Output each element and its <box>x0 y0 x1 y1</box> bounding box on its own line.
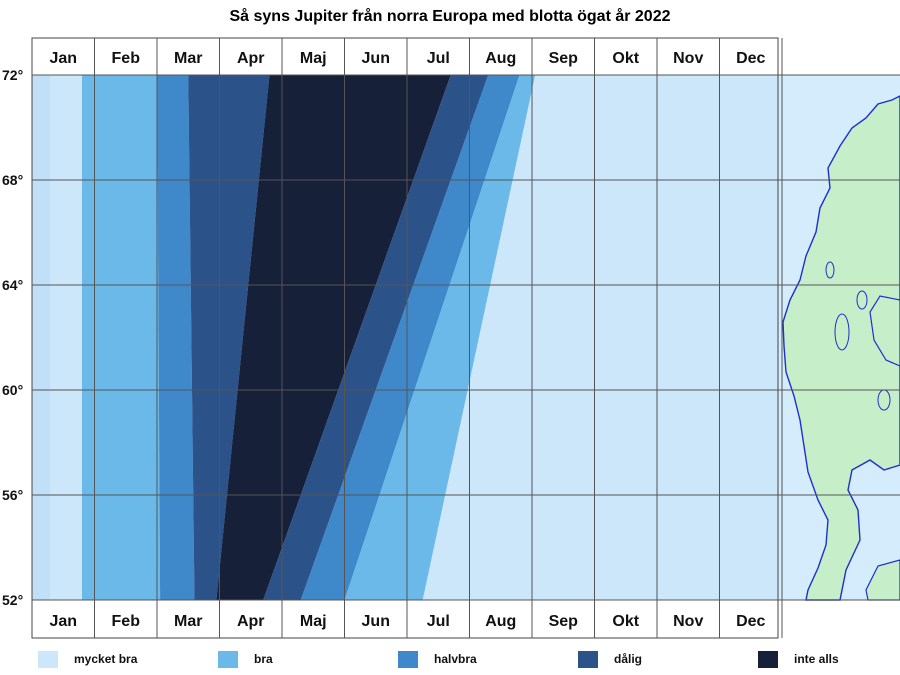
month-label-top-2: Mar <box>174 50 202 67</box>
month-label-top-8: Sep <box>549 50 579 67</box>
month-label-bottom-1: Feb <box>112 613 141 630</box>
band-bra-6 <box>344 75 536 600</box>
map-land-scandinavia <box>782 95 900 601</box>
lat-label-52: 52° <box>2 592 23 608</box>
scandinavia-map <box>778 75 900 601</box>
month-labels-top: Jan Feb Mar Apr Maj Jun Jul Aug Sep Okt Nov Dec <box>49 50 765 67</box>
month-label-top-10: Nov <box>673 50 703 67</box>
month-labels-bottom: Jan Feb Mar Apr Maj Jun Jul Aug Sep Okt Nov Dec <box>49 613 765 630</box>
legend-swatch-dalig <box>578 650 598 668</box>
legend-label-mycket-bra: mycket bra <box>74 652 138 666</box>
lat-label-60: 60° <box>2 382 23 398</box>
band-mycket-bra-edge <box>32 75 50 600</box>
legend-swatch-inte-alls <box>758 650 778 668</box>
legend-item-halvbra: halvbra <box>398 650 477 668</box>
map-land-finland <box>869 295 900 367</box>
month-label-top-11: Dec <box>736 50 765 67</box>
chart-title: Så syns Jupiter från norra Europa med bl… <box>229 8 671 25</box>
month-label-bottom-2: Mar <box>174 613 202 630</box>
month-label-bottom-11: Dec <box>736 613 765 630</box>
month-label-bottom-9: Okt <box>612 613 639 630</box>
map-lake-3 <box>825 261 835 279</box>
band-dalig-4 <box>263 75 489 600</box>
month-label-bottom-8: Sep <box>549 613 579 630</box>
band-dalig-2 <box>188 75 270 600</box>
month-label-bottom-5: Jun <box>362 613 390 630</box>
month-label-bottom-6: Jul <box>427 613 450 630</box>
band-inte-alls-3 <box>216 75 451 600</box>
month-label-bottom-4: Maj <box>300 613 327 630</box>
month-label-top-1: Feb <box>112 50 141 67</box>
legend-label-dalig: dålig <box>614 652 643 666</box>
plot-frame <box>31 37 779 639</box>
month-label-top-9: Okt <box>612 50 639 67</box>
grid-lines <box>31 37 900 639</box>
month-label-top-7: Aug <box>485 50 516 67</box>
legend-item-bra: bra <box>218 650 273 668</box>
month-label-bottom-10: Nov <box>673 613 703 630</box>
month-label-top-3: Apr <box>237 50 265 67</box>
lat-label-72: 72° <box>2 67 23 83</box>
month-label-top-6: Jul <box>427 50 450 67</box>
legend-label-halvbra: halvbra <box>434 652 477 666</box>
legend-label-bra: bra <box>254 652 273 666</box>
map-lake-1 <box>856 290 868 310</box>
month-label-top-0: Jan <box>49 50 77 67</box>
legend-swatch-mycket-bra <box>38 650 58 668</box>
legend-item-mycket-bra: mycket bra <box>38 650 137 668</box>
lat-label-68: 68° <box>2 172 23 188</box>
month-label-bottom-0: Jan <box>49 613 77 630</box>
month-label-top-4: Maj <box>300 50 327 67</box>
latitude-labels: 72° 68° 64° 60° 56° 52° <box>2 67 23 608</box>
month-label-bottom-3: Apr <box>237 613 265 630</box>
map-lake-0 <box>834 313 850 351</box>
plot-area <box>32 75 778 600</box>
month-label-bottom-7: Aug <box>485 613 516 630</box>
legend-label-inte-alls: inte alls <box>794 652 839 666</box>
legend-item-dalig: dålig <box>578 650 642 668</box>
band-halvbra-5 <box>300 75 520 600</box>
legend-swatch-bra <box>218 650 238 668</box>
legend-item-inte-alls: inte alls <box>758 650 839 668</box>
band-halvbra-1 <box>157 75 195 600</box>
band-bra-0 <box>82 75 161 600</box>
legend-swatch-halvbra <box>398 650 418 668</box>
lat-label-56: 56° <box>2 487 23 503</box>
lat-label-64: 64° <box>2 277 23 293</box>
legend: mycket bra bra halvbra dålig inte alls <box>0 650 900 670</box>
month-label-top-5: Jun <box>362 50 390 67</box>
map-land-south <box>865 559 900 601</box>
